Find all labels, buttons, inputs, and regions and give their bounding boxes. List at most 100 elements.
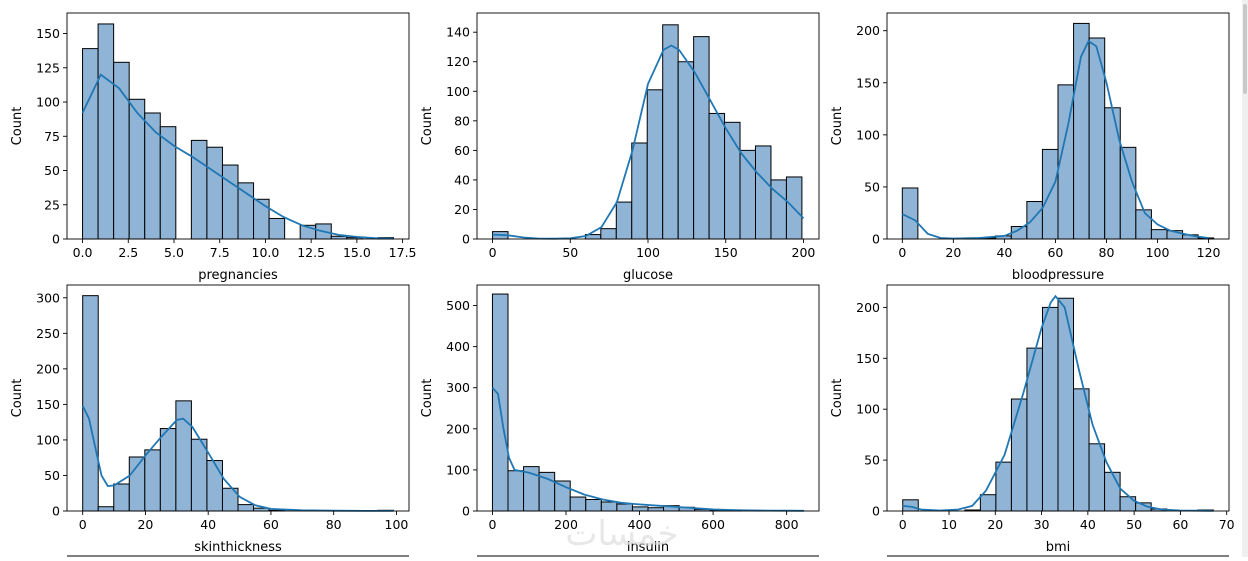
x-tick-label: 50 <box>562 245 578 260</box>
histogram-bar <box>98 507 114 511</box>
histogram-bar <box>663 25 678 239</box>
x-tick-label: 40 <box>1080 517 1096 532</box>
histogram-bar <box>601 229 616 239</box>
histogram-bar <box>83 296 99 511</box>
histogram-bar <box>83 49 99 239</box>
x-tick-label: 17.5 <box>389 245 417 260</box>
y-tick-label: 100 <box>36 95 60 110</box>
y-tick-label: 100 <box>856 402 880 417</box>
y-axis-label: Count <box>830 107 845 146</box>
histogram-bar <box>160 127 176 239</box>
y-tick-label: 150 <box>856 75 880 90</box>
x-tick-label: 5.0 <box>164 245 184 260</box>
histogram-bar <box>98 24 114 239</box>
x-tick-label: 100 <box>636 245 660 260</box>
x-axis-label: bloodpressure <box>1012 268 1104 283</box>
histogram-bar <box>254 199 270 239</box>
y-tick-label: 80 <box>454 113 470 128</box>
histogram-bar <box>269 218 285 239</box>
histogram-bar <box>1105 108 1121 239</box>
y-tick-label: 100 <box>446 84 470 99</box>
x-tick-label: 70 <box>1219 517 1235 532</box>
y-tick-label: 20 <box>454 202 470 217</box>
y-tick-label: 40 <box>454 172 470 187</box>
x-axis-label: bmi <box>1046 540 1071 555</box>
y-tick-label: 150 <box>36 397 60 412</box>
y-tick-label: 60 <box>454 143 470 158</box>
x-tick-label: 40 <box>996 245 1012 260</box>
histogram-bar <box>694 37 709 239</box>
x-tick-label: 50 <box>1126 517 1142 532</box>
y-tick-label: 300 <box>36 290 60 305</box>
histogram-bar <box>145 450 161 511</box>
y-tick-label: 0 <box>462 504 470 519</box>
x-tick-label: 20 <box>987 517 1003 532</box>
histogram-bar <box>1027 202 1043 239</box>
histogram-bar <box>160 429 176 511</box>
y-axis-label: Count <box>420 107 435 146</box>
histogram-bar <box>617 504 633 511</box>
y-tick-label: 200 <box>856 23 880 38</box>
x-tick-label: 800 <box>775 517 799 532</box>
histogram-bar <box>601 502 617 511</box>
y-tick-label: 75 <box>44 129 60 144</box>
y-tick-label: 50 <box>864 179 880 194</box>
histogram-bar <box>570 497 586 511</box>
x-axis-label: skinthickness <box>194 540 282 555</box>
y-tick-label: 50 <box>44 163 60 178</box>
y-tick-label: 0 <box>52 232 60 247</box>
axes-frame <box>67 285 409 511</box>
x-axis-label: pregnancies <box>198 268 278 283</box>
y-tick-label: 125 <box>36 60 60 75</box>
histogram-bar <box>709 113 724 239</box>
histogram-bar <box>191 439 207 511</box>
x-tick-label: 60 <box>263 517 279 532</box>
watermark-text: خمسات <box>565 514 678 554</box>
y-tick-label: 120 <box>446 54 470 69</box>
y-tick-label: 200 <box>36 361 60 376</box>
x-tick-label: 80 <box>326 517 342 532</box>
y-axis-label: Count <box>10 107 25 146</box>
x-tick-label: 2.5 <box>118 245 138 260</box>
y-tick-label: 0 <box>872 232 880 247</box>
y-axis-label: Count <box>420 379 435 418</box>
x-tick-label: 0 <box>489 245 497 260</box>
histogram-bar <box>996 462 1012 511</box>
y-tick-label: 150 <box>36 26 60 41</box>
y-tick-label: 50 <box>44 468 60 483</box>
histogram-bar <box>129 99 145 239</box>
histogram-bar <box>114 484 130 511</box>
x-tick-label: 150 <box>714 245 738 260</box>
y-tick-label: 200 <box>856 300 880 315</box>
histogram-bar <box>1058 298 1074 511</box>
x-tick-label: 60 <box>1172 517 1188 532</box>
scrollbar-thumb[interactable] <box>1243 4 1247 94</box>
x-tick-label: 60 <box>1047 245 1063 260</box>
histogram-bar <box>176 401 192 511</box>
x-tick-label: 0 <box>79 517 87 532</box>
x-tick-label: 200 <box>792 245 816 260</box>
y-tick-label: 100 <box>36 432 60 447</box>
y-tick-label: 300 <box>446 380 470 395</box>
histogram-bar <box>902 188 918 239</box>
histogram-bar <box>1136 210 1152 239</box>
histogram-bar <box>238 505 254 511</box>
vertical-scrollbar[interactable] <box>1242 0 1248 557</box>
histogram-bar <box>1105 472 1121 511</box>
histogram-bar <box>508 471 524 511</box>
histogram-bar <box>980 495 996 511</box>
x-axis-label: glucose <box>623 268 673 283</box>
histogram-bar <box>586 499 602 511</box>
x-tick-label: 0 <box>488 517 496 532</box>
x-tick-label: 0 <box>899 517 907 532</box>
histogram-bar <box>632 143 647 239</box>
x-tick-label: 40 <box>200 517 216 532</box>
histogram-bar <box>238 183 254 239</box>
histogram-bar <box>1011 399 1027 511</box>
histogram-bar <box>632 507 648 511</box>
y-tick-label: 500 <box>446 298 470 313</box>
x-tick-label: 20 <box>945 245 961 260</box>
